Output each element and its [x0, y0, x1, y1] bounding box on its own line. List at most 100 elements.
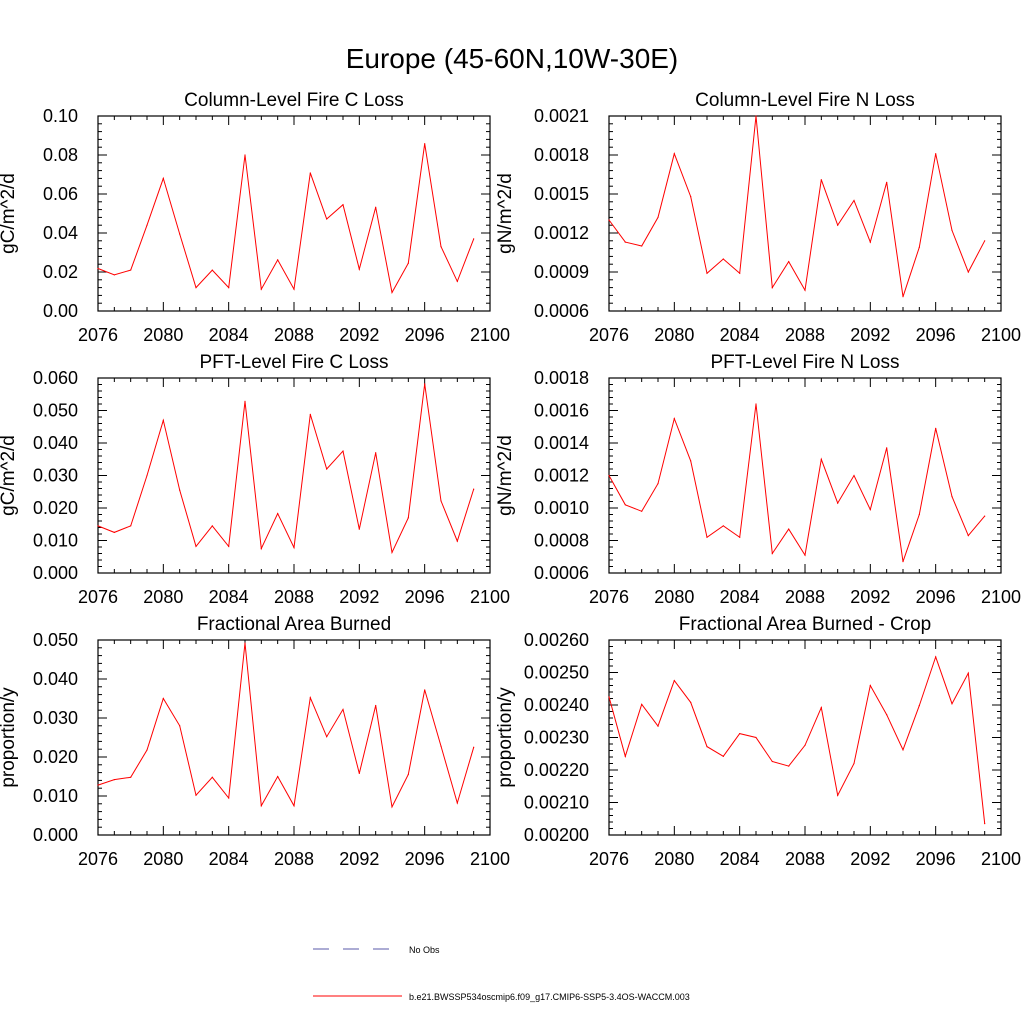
- x-tick-label: 2096: [405, 325, 445, 345]
- data-point: [309, 697, 311, 699]
- y-tick-label: 0.0015: [534, 184, 589, 204]
- x-tick-label: 2084: [720, 587, 760, 607]
- x-tick-label: 2084: [209, 849, 249, 869]
- data-point: [456, 802, 458, 804]
- data-point: [473, 746, 475, 748]
- x-tick-label: 2080: [143, 325, 183, 345]
- data-point: [657, 483, 659, 485]
- data-point: [837, 224, 839, 226]
- data-point: [886, 181, 888, 183]
- y-tick-label: 0.030: [33, 466, 78, 486]
- data-point: [869, 684, 871, 687]
- y-tick-label: 0.0012: [534, 466, 589, 486]
- data-point: [326, 736, 328, 738]
- panel-2: Column-Level Fire N Loss gN/m^2/d 2076 2080…: [495, 90, 1021, 345]
- panel-title: Fractional Area Burned: [197, 614, 391, 635]
- data-point: [624, 241, 626, 243]
- data-point: [375, 206, 377, 208]
- y-tick-label: 0.10: [43, 106, 78, 126]
- y-tick-label: 0.010: [33, 786, 78, 806]
- x-tick-label: 2076: [589, 587, 629, 607]
- data-point: [657, 216, 659, 218]
- y-tick-label: 0.0006: [534, 301, 589, 321]
- y-tick-label: 0.00220: [524, 760, 589, 780]
- data-point: [624, 504, 626, 506]
- x-tick-label: 2096: [405, 849, 445, 869]
- y-tick-label: 0.030: [33, 708, 78, 728]
- data-point: [820, 179, 822, 181]
- data-point: [918, 513, 920, 516]
- x-tick-label: 2100: [981, 849, 1021, 869]
- y-tick-label: 0.020: [33, 498, 78, 518]
- data-point: [967, 535, 969, 537]
- data-point: [293, 288, 295, 290]
- data-point: [902, 561, 904, 563]
- data-point: [739, 733, 741, 735]
- data-point: [97, 267, 99, 270]
- data-point: [342, 708, 344, 711]
- data-point: [146, 224, 148, 226]
- y-tick-label: 0.0021: [534, 106, 589, 126]
- data-point: [260, 548, 262, 550]
- data-point: [951, 229, 953, 231]
- series-line: [97, 643, 475, 809]
- data-point: [935, 656, 937, 658]
- x-tick-label: 2100: [981, 587, 1021, 607]
- y-axis-label: gC/m^2/d: [0, 435, 19, 516]
- data-point: [440, 745, 442, 747]
- y-tick-label: 0.0010: [534, 498, 589, 518]
- data-point: [424, 143, 426, 145]
- y-tick-label: 0.000: [33, 825, 78, 845]
- y-tick-label: 0.050: [33, 401, 78, 421]
- y-axis-label: gN/m^2/d: [495, 173, 516, 254]
- panel-1: Column-Level Fire C Loss gC/m^2/d 2076 2080…: [0, 90, 510, 345]
- data-point: [195, 545, 197, 547]
- series-line: [608, 655, 986, 824]
- legend: No Obs b.e21.BWSSP534oscmip6.f09_g17.CMI…: [313, 945, 690, 1002]
- y-tick-label: 0.010: [33, 531, 78, 551]
- data-point: [820, 458, 822, 460]
- x-tick-label: 2076: [589, 849, 629, 869]
- data-point: [326, 468, 328, 470]
- data-point: [902, 749, 904, 751]
- data-point: [624, 755, 626, 757]
- plot-frame: [97, 115, 491, 312]
- data-point: [130, 269, 132, 271]
- x-tick-label: 2088: [274, 587, 314, 607]
- data-point: [967, 672, 969, 674]
- data-point: [984, 240, 986, 242]
- data-point: [886, 714, 888, 716]
- data-point: [722, 258, 724, 260]
- data-point: [358, 772, 360, 774]
- y-tick-label: 0.00: [43, 301, 78, 321]
- data-point: [195, 287, 197, 289]
- data-point: [853, 199, 855, 202]
- data-point: [869, 241, 871, 243]
- panel-6: Fractional Area Burned - Crop proportion/…: [495, 614, 1021, 869]
- data-point: [641, 703, 643, 705]
- y-tick-label: 0.0009: [534, 262, 589, 282]
- x-tick-label: 2088: [785, 325, 825, 345]
- data-point: [113, 531, 115, 533]
- x-tick-label: 2092: [339, 849, 379, 869]
- data-point: [228, 545, 230, 547]
- data-point: [342, 204, 344, 206]
- y-tick-label: 0.020: [33, 747, 78, 767]
- legend-label-no-obs: No Obs: [409, 945, 440, 955]
- y-tick-label: 0.00230: [524, 728, 589, 748]
- data-point: [407, 262, 409, 264]
- data-point: [244, 400, 246, 402]
- x-tick-label: 2096: [916, 325, 956, 345]
- data-point: [179, 725, 181, 727]
- data-point: [657, 725, 659, 727]
- data-point: [690, 460, 692, 462]
- data-point: [804, 554, 806, 556]
- data-point: [771, 287, 773, 289]
- data-point: [277, 259, 279, 261]
- data-point: [260, 805, 262, 807]
- y-axis-label: proportion/y: [495, 687, 516, 788]
- y-tick-label: 0.0006: [534, 563, 589, 583]
- data-point: [869, 509, 871, 511]
- data-point: [130, 525, 132, 527]
